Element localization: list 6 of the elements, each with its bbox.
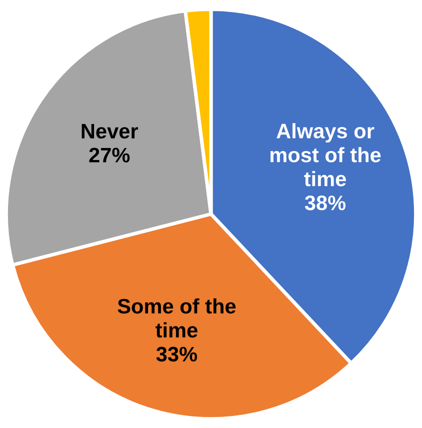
- slice-label: Always or most of the time: [270, 123, 381, 186]
- data-label: 33%: [156, 346, 198, 362]
- slice-label: Some of the time: [118, 298, 236, 338]
- data-label: 27%: [89, 148, 130, 162]
- data-label: 38%: [304, 196, 346, 210]
- slice-label: Never: [82, 124, 138, 139]
